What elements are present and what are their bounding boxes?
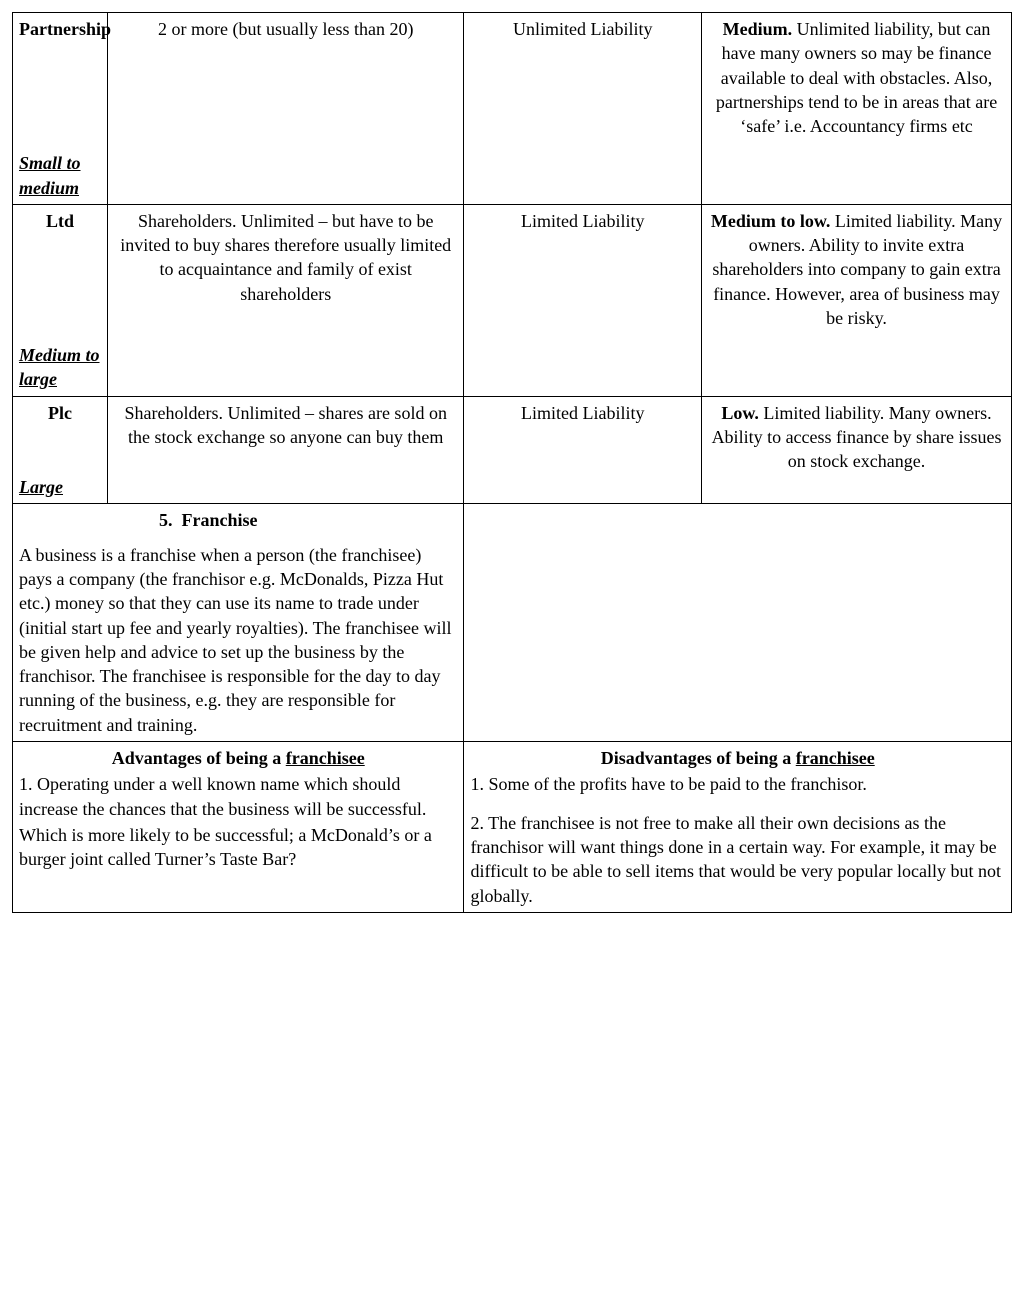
advantage-item: Which is more likely to be successful; a… (19, 823, 457, 872)
disadvantage-item: 1. Some of the profits have to be paid t… (470, 772, 1005, 796)
table-row: Partnership Small to medium 2 or more (b… (13, 13, 1012, 205)
risk-level: Medium. (723, 19, 793, 39)
type-cell: Partnership Small to medium (13, 13, 108, 205)
ownership-table: Partnership Small to medium 2 or more (b… (12, 12, 1012, 913)
risk-cell: Medium. Unlimited liability, but can hav… (702, 13, 1012, 205)
dis-head-u: franchisee (796, 748, 875, 768)
franchise-body: A business is a franchise when a person … (19, 543, 457, 737)
type-name: Ltd (19, 209, 101, 233)
type-name: Partnership (19, 17, 101, 41)
size-label: Medium to large (19, 343, 101, 392)
spacer (470, 797, 1005, 809)
owners-cell: Shareholders. Unlimited – shares are sol… (108, 396, 464, 504)
franchise-cell: 5. Franchise A business is a franchise w… (13, 504, 464, 742)
advantages-heading: Advantages of being a franchisee (19, 746, 457, 770)
adv-head-u: franchisee (286, 748, 365, 768)
dis-head-pre: Disadvantages of being a (601, 748, 796, 768)
type-name: Plc (19, 401, 101, 425)
franchise-title-text: Franchise (182, 510, 258, 530)
size-label: Large (19, 475, 101, 499)
type-cell: Plc Large (13, 396, 108, 504)
adv-head-pre: Advantages of being a (112, 748, 286, 768)
liability-cell: Limited Liability (464, 204, 702, 396)
owners-cell: Shareholders. Unlimited – but have to be… (108, 204, 464, 396)
risk-level: Low. (721, 403, 759, 423)
disadvantage-item: 2. The franchisee is not free to make al… (470, 811, 1005, 908)
advantages-cell: Advantages of being a franchisee 1. Oper… (13, 742, 464, 913)
table-row: Plc Large Shareholders. Unlimited – shar… (13, 396, 1012, 504)
risk-cell: Medium to low. Limited liability. Many o… (702, 204, 1012, 396)
liability-cell: Limited Liability (464, 396, 702, 504)
type-cell: Ltd Medium to large (13, 204, 108, 396)
liability-cell: Unlimited Liability (464, 13, 702, 205)
franchise-row: 5. Franchise A business is a franchise w… (13, 504, 1012, 742)
size-label: Small to medium (19, 151, 101, 200)
advantage-item: 1. Operating under a well known name whi… (19, 772, 457, 821)
table-row: Ltd Medium to large Shareholders. Unlimi… (13, 204, 1012, 396)
franchise-empty (464, 504, 1012, 742)
adv-dis-row: Advantages of being a franchisee 1. Oper… (13, 742, 1012, 913)
disadvantages-heading: Disadvantages of being a franchisee (470, 746, 1005, 770)
franchise-title: 5. Franchise (19, 510, 258, 530)
franchise-number: 5. (159, 510, 173, 530)
risk-level: Medium to low. (711, 211, 831, 231)
risk-cell: Low. Limited liability. Many owners. Abi… (702, 396, 1012, 504)
disadvantages-cell: Disadvantages of being a franchisee 1. S… (464, 742, 1012, 913)
owners-cell: 2 or more (but usually less than 20) (108, 13, 464, 205)
